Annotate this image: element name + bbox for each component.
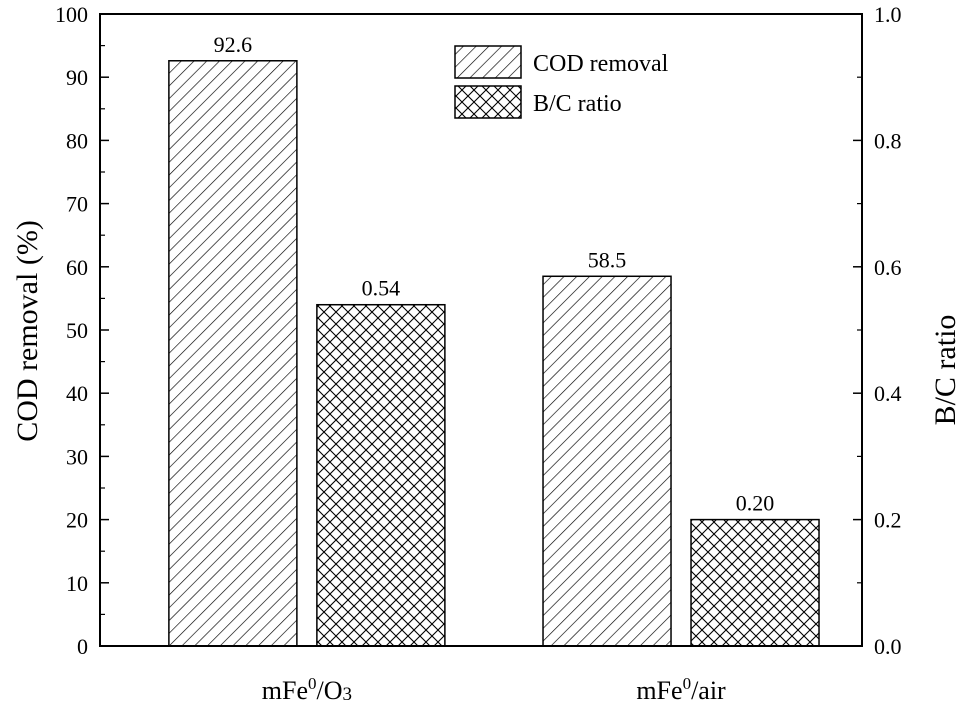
data-label-cod-removal-1: 92.6: [214, 32, 253, 57]
y-right-axis-title: B/C ratio: [929, 315, 962, 426]
x-category-label: mFe0/O3: [262, 674, 352, 705]
y-left-tick-label: 50: [66, 318, 88, 343]
y-left-tick-label: 100: [55, 2, 88, 27]
y-left-tick-label: 0: [77, 634, 88, 659]
data-label-cod-removal-2: 58.5: [588, 247, 627, 272]
y-right-tick-label: 1.0: [874, 2, 902, 27]
bar-cod-removal-2: [542, 275, 672, 647]
y-left-tick-label: 90: [66, 65, 88, 90]
legend-label-cod-removal: COD removal: [533, 51, 669, 77]
legend-swatch-cod-removal: [454, 45, 522, 79]
legend-swatch-bc-ratio: [454, 85, 522, 119]
y-left-tick-label: 30: [66, 444, 88, 469]
left-axis: 0 10 20 30 40 50 60 70 80 90 100: [55, 2, 109, 659]
y-left-tick-label: 80: [66, 128, 88, 153]
bar-b-c-ratio-1: [316, 303, 446, 647]
bar-cod-removal-1: [168, 60, 298, 647]
y-right-tick-label: 0.6: [874, 255, 902, 280]
y-left-tick-label: 20: [66, 508, 88, 533]
y-right-tick-label: 0.8: [874, 128, 902, 153]
bar-b-c-ratio-2: [690, 518, 820, 647]
y-left-tick-label: 40: [66, 381, 88, 406]
data-label-b-c-ratio-1: 0.54: [362, 276, 401, 301]
y-left-tick-label: 70: [66, 192, 88, 217]
bars-group: [168, 60, 820, 647]
y-right-tick-label: 0.0: [874, 634, 902, 659]
category-axis: mFe0/O3 mFe0/air: [262, 674, 726, 705]
legend: COD removal B/C ratio: [454, 45, 669, 119]
x-category-label: mFe0/air: [636, 674, 726, 705]
data-labels: 92.6 0.54 58.5 0.20: [214, 32, 775, 516]
data-label-b-c-ratio-2: 0.20: [736, 491, 775, 516]
legend-label-bc-ratio: B/C ratio: [533, 91, 622, 117]
y-left-tick-label: 10: [66, 571, 88, 596]
right-axis: 0.0 0.2 0.4 0.6 0.8 1.0: [853, 2, 902, 659]
y-left-tick-label: 60: [66, 255, 88, 280]
y-right-tick-label: 0.4: [874, 381, 902, 406]
y-right-tick-label: 0.2: [874, 508, 902, 533]
y-left-axis-title: COD removal (%): [11, 220, 44, 442]
